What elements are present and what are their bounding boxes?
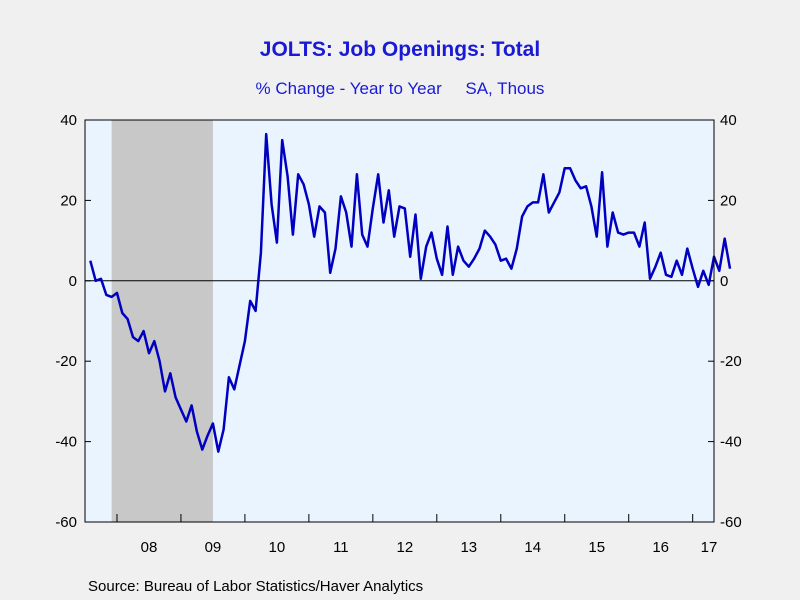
x-tick-label: 11 bbox=[333, 539, 349, 556]
x-tick-label: 12 bbox=[396, 539, 413, 556]
y-tick-label-right: 0 bbox=[720, 273, 728, 290]
x-tick-label: 16 bbox=[652, 539, 669, 556]
y-tick-label-right: -60 bbox=[720, 514, 742, 531]
x-tick-label: 08 bbox=[141, 539, 158, 556]
y-tick-label-left: 20 bbox=[60, 192, 77, 209]
x-tick-label: 15 bbox=[588, 539, 605, 556]
y-tick-label-left: -40 bbox=[55, 434, 77, 451]
chart-title: JOLTS: Job Openings: Total bbox=[259, 38, 541, 61]
plot-frame bbox=[84, 119, 715, 523]
x-tick-label: 10 bbox=[269, 539, 286, 556]
x-tick-label: 14 bbox=[524, 539, 541, 556]
y-tick-label-right: -20 bbox=[720, 353, 742, 370]
y-tick-label-left: -60 bbox=[55, 514, 77, 531]
x-tick-label: 09 bbox=[205, 539, 222, 556]
y-tick-label-right: 40 bbox=[720, 112, 737, 129]
y-tick-label-left: 40 bbox=[60, 112, 77, 129]
series-line bbox=[89, 132, 732, 453]
recession-shade bbox=[111, 120, 213, 522]
y-tick-label-right: -40 bbox=[720, 434, 742, 451]
y-tick-label-right: 20 bbox=[720, 192, 737, 209]
source-note: Source: Bureau of Labor Statistics/Haver… bbox=[88, 578, 424, 595]
y-tick-label-left: 0 bbox=[69, 273, 77, 290]
chart-subtitle: % Change - Year to Year SA, Thous bbox=[255, 79, 545, 98]
x-tick-label: 13 bbox=[460, 539, 477, 556]
y-tick-label-left: -20 bbox=[55, 353, 77, 370]
x-tick-label: 17 bbox=[701, 539, 718, 556]
